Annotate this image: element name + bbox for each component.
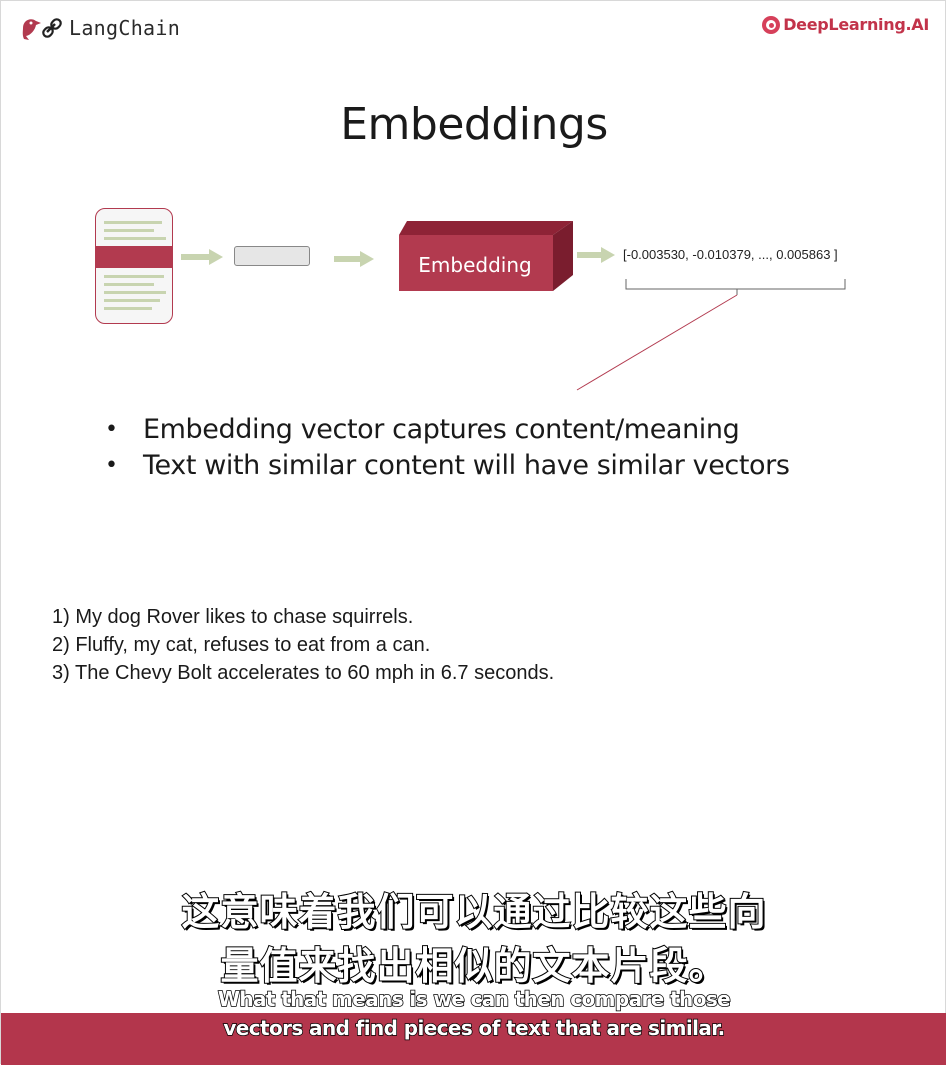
example-sentence: 1) My dog Rover likes to chase squirrels… — [52, 606, 414, 628]
bullet-icon: • — [105, 416, 118, 442]
deeplearning-logo: DeepLearning.AI — [762, 15, 929, 34]
highlighted-chunk-band — [96, 246, 172, 268]
langchain-wordmark: LangChain — [69, 16, 181, 40]
doc-line — [104, 283, 154, 286]
langchain-logo: LangChain — [19, 13, 180, 43]
example-sentences: 1) My dog Rover likes to chase squirrels… — [52, 603, 554, 687]
bullet-item: • Embedding vector captures content/mean… — [105, 411, 790, 447]
bottom-banner — [1, 1013, 946, 1065]
arrow-right-icon — [577, 247, 615, 263]
bullet-icon: • — [105, 452, 118, 478]
slide-title: Embeddings — [340, 99, 608, 150]
doc-line — [104, 221, 162, 224]
bullet-text: Text with similar content will have simi… — [143, 449, 790, 481]
subtitle-chinese-line: 量值来找出相似的文本片段。 — [219, 943, 728, 989]
doc-line — [104, 291, 166, 294]
document-icon — [95, 208, 173, 324]
embedding-vector-text: [-0.003530, -0.010379, ..., 0.005863 ] — [623, 247, 838, 262]
example-sentence: 2) Fluffy, my cat, refuses to eat from a… — [52, 634, 431, 656]
doc-line — [104, 229, 154, 232]
doc-line — [104, 237, 166, 240]
example-sentence: 3) The Chevy Bolt accelerates to 60 mph … — [52, 662, 555, 684]
parrot-chain-icon — [22, 18, 62, 40]
embedding-label: Embedding — [418, 253, 532, 277]
text-chunk-box — [234, 246, 310, 266]
doc-line — [104, 299, 160, 302]
subtitle-english-line: vectors and find pieces of text that are… — [223, 1015, 726, 1041]
bullet-list: • Embedding vector captures content/mean… — [105, 411, 790, 483]
doc-line — [104, 307, 152, 310]
arrow-right-icon — [181, 249, 223, 265]
bullet-text: Embedding vector captures content/meanin… — [143, 413, 740, 445]
vector-brace-pointer — [576, 279, 846, 391]
subtitle-chinese-line: 这意味着我们可以通过比较这些向 — [180, 889, 767, 935]
bullet-item: • Text with similar content will have si… — [105, 447, 790, 483]
embedding-model-box — [399, 221, 573, 291]
subtitle-english-line: What that means is we can then compare t… — [217, 986, 731, 1012]
deeplearning-circle-icon — [762, 15, 781, 34]
doc-line — [104, 275, 164, 278]
arrow-right-icon — [334, 251, 374, 267]
deeplearning-wordmark: DeepLearning.AI — [783, 15, 929, 34]
